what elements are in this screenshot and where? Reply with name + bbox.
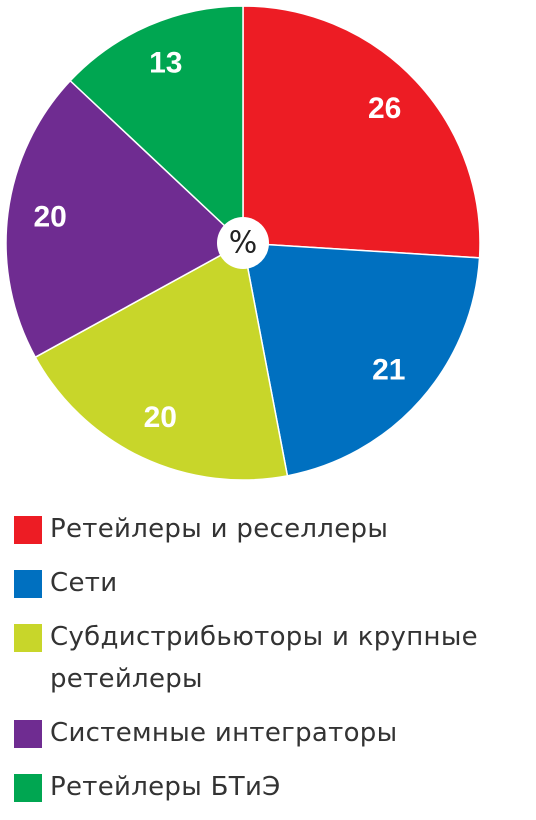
pie-slice bbox=[69, 5, 244, 245]
legend: Ретейлеры и реселлеры Сети Субдистрибьютор… bbox=[14, 508, 534, 820]
legend-item: Системные интеграторы bbox=[14, 712, 534, 754]
legend-swatch bbox=[14, 516, 42, 544]
data-label: 20 bbox=[34, 201, 67, 234]
legend-swatch bbox=[14, 624, 42, 652]
legend-item: Субдистрибьюторы и крупные ретейлеры bbox=[14, 616, 534, 700]
data-label: 20 bbox=[144, 401, 177, 434]
legend-swatch bbox=[14, 570, 42, 598]
legend-swatch bbox=[14, 720, 42, 748]
center-circle bbox=[217, 217, 269, 269]
data-label: 26 bbox=[368, 92, 401, 125]
page: 26 21 20 20 13% Ретейлеры и реселлеры Сети Суб… bbox=[5, 5, 481, 802]
legend-item: Ретейлеры и реселлеры bbox=[14, 508, 534, 550]
legend-label: Ретейлеры и реселлеры bbox=[50, 514, 389, 544]
legend-label: Ретейлеры БТиЭ bbox=[50, 772, 281, 802]
legend-label: Субдистрибьюторы и крупные ретейлеры bbox=[50, 622, 478, 694]
legend-label: Системные интеграторы bbox=[50, 718, 398, 748]
legend-item: Сети bbox=[14, 562, 534, 604]
pie-slice bbox=[34, 241, 289, 481]
legend-item: Ретейлеры БТиЭ bbox=[14, 766, 534, 808]
pie-slice bbox=[5, 79, 245, 359]
chart: 26 21 20 20 13% bbox=[5, 5, 481, 481]
pie-slice bbox=[242, 242, 481, 477]
pie-slice bbox=[242, 5, 481, 259]
legend-swatch bbox=[14, 774, 42, 802]
center-label: % bbox=[229, 226, 258, 261]
data-label: 13 bbox=[149, 47, 182, 80]
data-label: 21 bbox=[372, 353, 405, 386]
legend-label: Сети bbox=[50, 568, 118, 598]
